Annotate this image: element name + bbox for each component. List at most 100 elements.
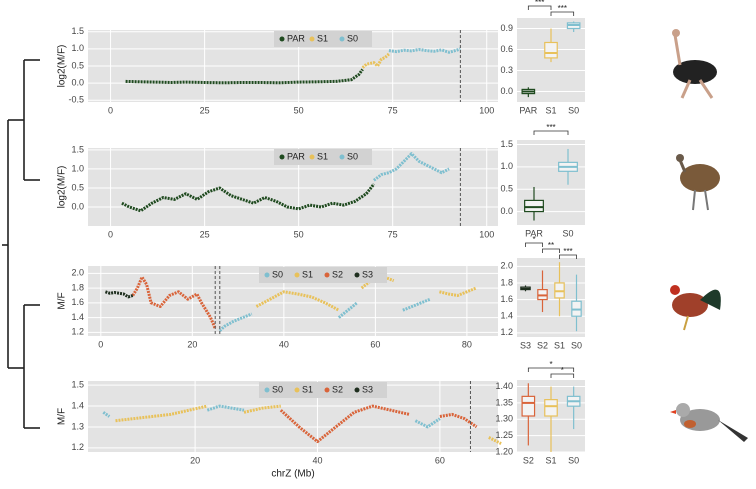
box <box>524 199 544 213</box>
x-tick-label: 0 <box>108 105 113 115</box>
y-tick-label: 1.4 <box>71 400 84 410</box>
legend-label: S0 <box>347 151 358 161</box>
legend-swatch <box>339 154 345 160</box>
significance-label: ** <box>548 241 554 250</box>
box <box>544 41 558 59</box>
x-tick-label: 100 <box>479 229 494 239</box>
y-tick-label: 0.0 <box>500 206 513 216</box>
x-tick-label: S2 <box>537 340 548 350</box>
legend-label: S3 <box>362 384 373 394</box>
x-tick-label: PAR <box>519 105 537 115</box>
y-tick-label: 0.0 <box>71 201 84 211</box>
x-tick-label: 20 <box>187 339 197 349</box>
significance-label: * <box>532 235 535 244</box>
x-tick-label: 60 <box>370 339 380 349</box>
x-tick-label: S0 <box>568 455 579 465</box>
y-tick-label: 0.5 <box>500 184 513 194</box>
y-tick-label: 1.6 <box>71 297 84 307</box>
y-tick-label: 0.9 <box>500 23 513 33</box>
y-tick-label: 1.5 <box>71 380 84 390</box>
y-tick-label: 2.0 <box>71 268 84 278</box>
y-tick-label: 0.0 <box>500 86 513 96</box>
legend-swatch <box>309 154 315 160</box>
y-tick-label: 1.35 <box>495 397 513 407</box>
y-tick-label: 0.6 <box>500 44 513 54</box>
series-line <box>388 47 461 54</box>
legend-label: PAR <box>287 33 305 43</box>
legend-swatch <box>279 36 285 42</box>
x-axis-label: chrZ (Mb) <box>271 469 314 480</box>
x-tick-label: PAR <box>525 228 543 238</box>
plot-background <box>517 258 585 337</box>
significance-label: *** <box>563 247 572 256</box>
legend-box <box>259 267 387 283</box>
y-tick-label: 1.0 <box>500 161 513 171</box>
x-tick-label: 0 <box>98 339 103 349</box>
y-axis-label: M/F <box>57 408 68 425</box>
significance-label: *** <box>546 123 555 132</box>
y-tick-label: 1.6 <box>500 294 513 304</box>
legend-swatch <box>324 387 330 393</box>
series-line <box>372 152 450 182</box>
y-tick-label: 0.0 <box>71 78 84 88</box>
legend-swatch <box>354 272 360 278</box>
series-line <box>102 404 441 429</box>
x-tick-label: 75 <box>388 229 398 239</box>
y-tick-label: -0.5 <box>68 95 84 105</box>
x-tick-label: 80 <box>462 339 472 349</box>
significance-bracket <box>559 254 577 259</box>
x-tick-label: 40 <box>312 455 322 465</box>
x-tick-label: S0 <box>571 340 582 350</box>
significance-label: * <box>561 366 564 375</box>
x-tick-label: 50 <box>294 229 304 239</box>
significance-label: * <box>549 360 552 369</box>
legend-label: S1 <box>317 151 328 161</box>
x-tick-label: S0 <box>562 228 573 238</box>
legend-swatch <box>264 272 270 278</box>
legend-swatch <box>264 387 270 393</box>
y-tick-label: 0.5 <box>71 60 84 70</box>
x-tick-label: S1 <box>554 340 565 350</box>
x-tick-label: 25 <box>200 229 210 239</box>
x-tick-label: 60 <box>435 455 445 465</box>
y-axis-label: log2(M/F) <box>57 166 68 209</box>
y-tick-label: 1.8 <box>500 277 513 287</box>
legend-label: S0 <box>272 384 283 394</box>
box <box>521 395 536 417</box>
legend-label: S2 <box>332 269 343 279</box>
significance-bracket <box>527 367 575 372</box>
significance-bracket <box>533 130 569 135</box>
x-tick-label: 100 <box>479 105 494 115</box>
series-line <box>218 297 431 332</box>
x-tick-label: S2 <box>523 455 534 465</box>
series-line <box>125 68 364 85</box>
x-tick-label: 25 <box>200 105 210 115</box>
series-line <box>115 404 502 445</box>
series-line <box>279 404 478 444</box>
y-tick-label: 1.30 <box>495 414 513 424</box>
significance-bracket <box>525 242 543 247</box>
legend-box <box>259 382 387 398</box>
x-tick-label: 75 <box>388 105 398 115</box>
x-tick-label: 40 <box>279 339 289 349</box>
x-tick-label: S1 <box>545 105 556 115</box>
legend-label: PAR <box>287 151 305 161</box>
y-tick-label: 1.2 <box>500 327 513 337</box>
box <box>544 399 558 417</box>
y-tick-label: 2.0 <box>500 261 513 271</box>
y-tick-label: 1.5 <box>500 139 513 149</box>
y-tick-label: 1.4 <box>500 311 513 321</box>
y-tick-label: 1.2 <box>71 442 84 452</box>
legend-box <box>274 31 372 47</box>
y-tick-label: 1.4 <box>71 312 84 322</box>
legend-label: S0 <box>347 33 358 43</box>
significance-label: *** <box>558 4 567 13</box>
legend-label: S1 <box>302 269 313 279</box>
y-tick-label: 1.2 <box>71 327 84 337</box>
legend-box <box>274 149 372 165</box>
series-line <box>121 183 376 213</box>
legend-label: S0 <box>272 269 283 279</box>
significance-label: *** <box>535 0 544 7</box>
y-tick-label: 1.8 <box>71 282 84 292</box>
y-tick-label: 0.3 <box>500 65 513 75</box>
